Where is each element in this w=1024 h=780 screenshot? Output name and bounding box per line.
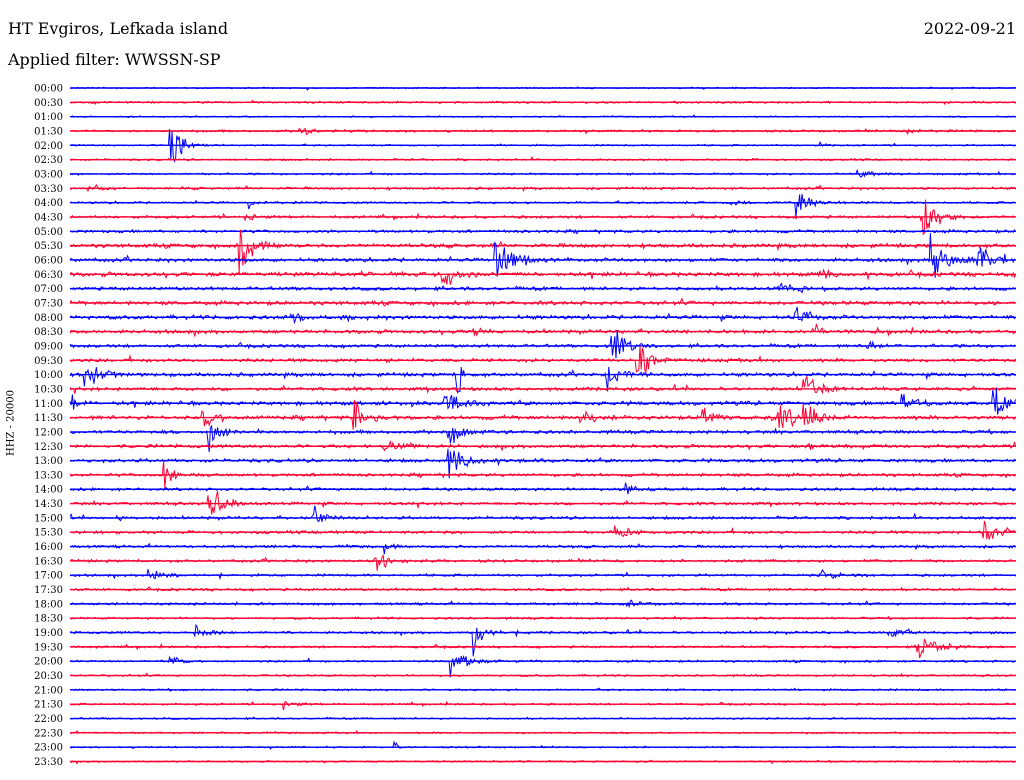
trace-line xyxy=(69,323,1016,338)
seismic-traces xyxy=(69,86,1017,765)
time-tick-label: 20:30 xyxy=(34,671,63,682)
time-tick-label: 13:30 xyxy=(34,470,63,481)
time-tick-label: 11:30 xyxy=(34,413,63,424)
time-tick-label: 23:30 xyxy=(34,757,63,768)
time-tick-label: 07:30 xyxy=(34,298,63,309)
time-tick-label: 06:00 xyxy=(34,255,63,266)
time-tick-label: 12:30 xyxy=(34,442,63,453)
trace-line xyxy=(69,568,1016,581)
time-tick-label: 16:30 xyxy=(34,556,63,567)
trace-line xyxy=(69,553,1016,571)
time-tick-label: 18:00 xyxy=(34,599,63,610)
time-tick-label: 22:00 xyxy=(34,714,63,725)
time-tick-label: 19:00 xyxy=(34,628,63,639)
trace-line xyxy=(69,345,1017,375)
time-tick-label: 10:30 xyxy=(34,384,63,395)
trace-line xyxy=(69,482,1016,495)
time-tick-label: 13:00 xyxy=(34,456,63,467)
trace-line xyxy=(69,638,1016,659)
time-tick-label: 23:00 xyxy=(34,743,63,754)
time-tick-label: 22:30 xyxy=(34,728,63,739)
time-tick-label: 07:00 xyxy=(34,284,63,295)
trace-line xyxy=(69,306,1017,325)
time-tick-label: 01:00 xyxy=(34,112,63,123)
filter-label: Applied filter: WWSSN-SP xyxy=(8,50,221,69)
time-tick-label: 11:00 xyxy=(34,399,63,410)
trace-line xyxy=(69,490,1016,515)
time-tick-label: 06:30 xyxy=(34,270,63,281)
trace-line xyxy=(69,229,1016,273)
trace-line xyxy=(69,700,1016,711)
time-tick-label: 15:30 xyxy=(34,528,63,539)
trace-line xyxy=(69,268,1017,285)
trace-line xyxy=(69,623,1016,657)
trace-line xyxy=(69,740,1016,750)
date-label: 2022-09-21 xyxy=(923,19,1016,38)
time-tick-label: 08:00 xyxy=(34,313,63,324)
trace-line xyxy=(69,520,1016,540)
station-title: HT Evgiros, Lefkada island xyxy=(8,19,229,38)
time-tick-label: 15:00 xyxy=(34,513,63,524)
trace-line xyxy=(69,460,1016,488)
time-tick-label: 17:00 xyxy=(34,571,63,582)
time-tick-label: 14:00 xyxy=(34,485,63,496)
trace-line xyxy=(69,233,1016,278)
time-tick-label: 18:30 xyxy=(34,614,63,625)
time-tick-label: 17:30 xyxy=(34,585,63,596)
trace-line xyxy=(69,330,1016,359)
time-tick-label: 05:30 xyxy=(34,241,63,252)
time-tick-label: 02:00 xyxy=(34,141,63,152)
time-tick-label: 19:30 xyxy=(34,642,63,653)
time-tick-label: 00:30 xyxy=(34,98,63,109)
time-tick-label: 09:00 xyxy=(34,341,63,352)
trace-line xyxy=(69,388,1017,415)
time-tick-label: 04:30 xyxy=(34,212,63,223)
time-tick-label: 21:30 xyxy=(34,700,63,711)
time-tick-label: 10:00 xyxy=(34,370,63,381)
trace-line xyxy=(69,193,1016,218)
time-tick-labels: 00:00 00:30 01:00 01:30 02:00 02:30 03:00 03:30… xyxy=(34,84,63,769)
time-tick-label: 00:00 xyxy=(34,84,63,95)
time-tick-label: 12:00 xyxy=(34,427,63,438)
time-tick-label: 03:30 xyxy=(34,184,63,195)
time-tick-label: 08:30 xyxy=(34,327,63,338)
trace-line xyxy=(70,542,1016,555)
trace-line xyxy=(69,654,1016,678)
trace-line xyxy=(69,376,1016,395)
time-tick-label: 14:30 xyxy=(34,499,63,510)
time-tick-label: 03:00 xyxy=(34,169,63,180)
time-tick-label: 20:00 xyxy=(34,657,63,668)
time-tick-label: 04:00 xyxy=(34,198,63,209)
time-tick-label: 09:30 xyxy=(34,356,63,367)
time-tick-label: 01:30 xyxy=(34,126,63,137)
time-tick-label: 21:00 xyxy=(34,685,63,696)
time-tick-label: 02:30 xyxy=(34,155,63,166)
time-tick-label: 16:00 xyxy=(34,542,63,553)
time-tick-label: 05:00 xyxy=(34,227,63,238)
